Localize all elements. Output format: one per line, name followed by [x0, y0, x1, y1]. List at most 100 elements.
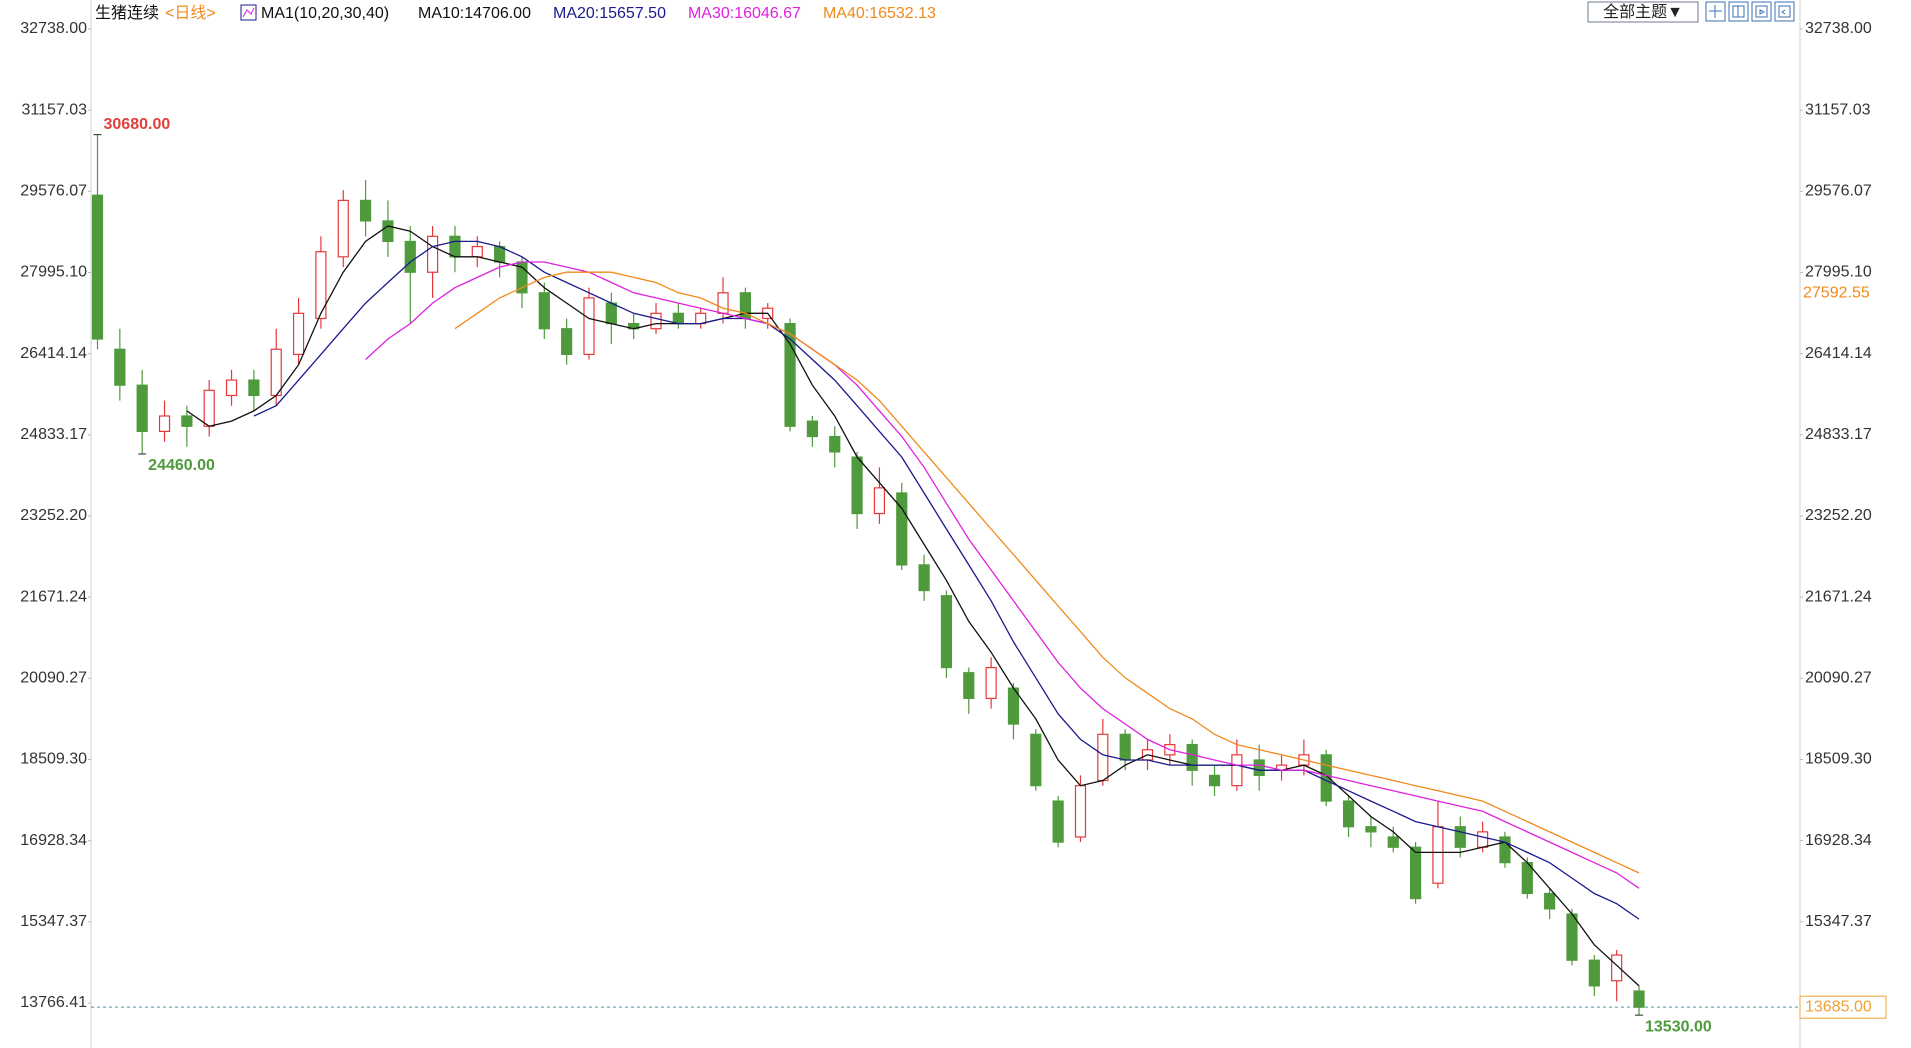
candle-body [918, 564, 930, 592]
candle-body [806, 420, 818, 438]
candle-body [1231, 754, 1243, 787]
y-tick-label: 32738.00 [20, 20, 87, 37]
candle-body [650, 312, 662, 330]
candle-body [1387, 836, 1399, 848]
y-tick-label: 16928.34 [20, 832, 87, 849]
legend-entry: MA20:15657.50 [553, 5, 666, 22]
candle-body [449, 235, 461, 258]
candle-body [292, 312, 305, 355]
candle-body [1611, 954, 1623, 982]
ma-line [365, 261, 1640, 889]
last-price-label: 13685.00 [1805, 998, 1872, 1015]
y-tick-label: 15347.37 [20, 913, 87, 930]
candle-body [91, 194, 104, 340]
candle-body [114, 348, 126, 386]
candle-body [1544, 892, 1556, 910]
y2-tick-label: 27995.10 [1805, 264, 1872, 281]
candle-body [851, 456, 863, 515]
y-tick-label: 18509.30 [20, 751, 87, 768]
candle-body [1052, 800, 1064, 843]
y-tick-label: 29576.07 [20, 183, 87, 200]
ma-line [253, 240, 1640, 920]
candle-body [1097, 733, 1109, 782]
candle-body [1342, 800, 1355, 828]
candle-body [940, 595, 953, 669]
y2-tick-label: 24833.17 [1805, 426, 1872, 443]
y-tick-label: 31157.03 [21, 101, 87, 118]
period[interactable]: <日线> [165, 4, 216, 22]
candle-body [427, 235, 439, 273]
candle-body [896, 492, 908, 566]
toolbar: 全部主题▼ [1587, 1, 1795, 23]
candle-body [1253, 759, 1265, 776]
candle-body [1409, 846, 1422, 900]
header: 生猪连续 <日线> MA1(10,20,30,40) MA10:14706.00… [95, 4, 936, 22]
legend-entry: MA30:16046.67 [688, 5, 801, 22]
y-tick-label: 13766.41 [20, 994, 87, 1011]
candle-body [1454, 826, 1466, 848]
y2-tick-label: 15347.37 [1805, 913, 1872, 930]
candle-body [181, 415, 193, 427]
last-price-box [1799, 995, 1887, 1019]
candle-body [203, 389, 215, 427]
y2-tick-label: 29576.07 [1805, 183, 1872, 200]
candle-body [359, 199, 372, 222]
candle-body [315, 251, 327, 320]
cursor-price-label: 27592.55 [1803, 284, 1870, 301]
candle-body [136, 384, 148, 433]
candle-body [717, 292, 729, 314]
y2-tick-label: 16928.34 [1805, 832, 1872, 849]
indicator: MA1(10,20,30,40) [261, 5, 389, 22]
candle-body [561, 328, 573, 355]
indicator-icon-line [242, 7, 255, 18]
theme-button[interactable] [1587, 1, 1699, 23]
annotation-label: 24460.00 [148, 457, 215, 474]
tool-glyph [1709, 5, 1791, 18]
candle-body [1119, 733, 1131, 761]
candle-body [1432, 826, 1444, 884]
candle-body [270, 348, 282, 397]
candle-body [695, 312, 707, 325]
y-tick-label: 27995.10 [20, 264, 87, 281]
candle-body [672, 312, 684, 325]
candle-body [404, 240, 416, 273]
y2-tick-label: 23252.20 [1805, 507, 1872, 524]
candle-body [1477, 831, 1489, 848]
candle-body [829, 435, 841, 453]
candle-body [337, 199, 349, 258]
legend-entry: MA10:14706.00 [418, 5, 531, 22]
candle-body [248, 379, 260, 397]
y-tick-label: 23252.20 [20, 507, 87, 524]
theme-button-label[interactable]: 全部主题▼ [1603, 3, 1683, 21]
candle-body [382, 220, 394, 243]
ma-line [454, 271, 1640, 874]
y-tick-label: 24833.17 [20, 426, 87, 443]
y2-tick-label: 20090.27 [1805, 670, 1872, 687]
candle-body [1588, 959, 1600, 987]
legend-entry: MA40:16532.13 [823, 5, 936, 22]
candle-body [1074, 785, 1087, 838]
candle-body [583, 297, 595, 355]
y2-tick-label: 21671.24 [1805, 588, 1872, 605]
indicator-icon[interactable] [240, 4, 257, 21]
candle-body [985, 666, 997, 699]
candle-body [784, 322, 796, 427]
tool-icon[interactable] [1751, 1, 1772, 22]
tool-icon[interactable] [1774, 1, 1795, 22]
candle-body [1499, 836, 1511, 864]
candle-body [873, 487, 886, 515]
candle-body [1365, 826, 1377, 833]
candle-body [538, 292, 550, 330]
y2-tick-label: 32738.00 [1805, 20, 1872, 37]
y-tick-label: 26414.14 [20, 345, 87, 362]
legend: MA10:14706.00 MA20:15657.50 MA30:16046.67 M… [418, 5, 936, 22]
candle-body [225, 379, 238, 397]
candle-body [1566, 913, 1578, 961]
candle-body [471, 245, 483, 258]
y2-tick-label: 18509.30 [1805, 751, 1872, 768]
annotation-label: 13530.00 [1645, 1018, 1712, 1035]
y-tick-label: 20090.27 [20, 670, 87, 687]
candle-body [1208, 774, 1221, 787]
